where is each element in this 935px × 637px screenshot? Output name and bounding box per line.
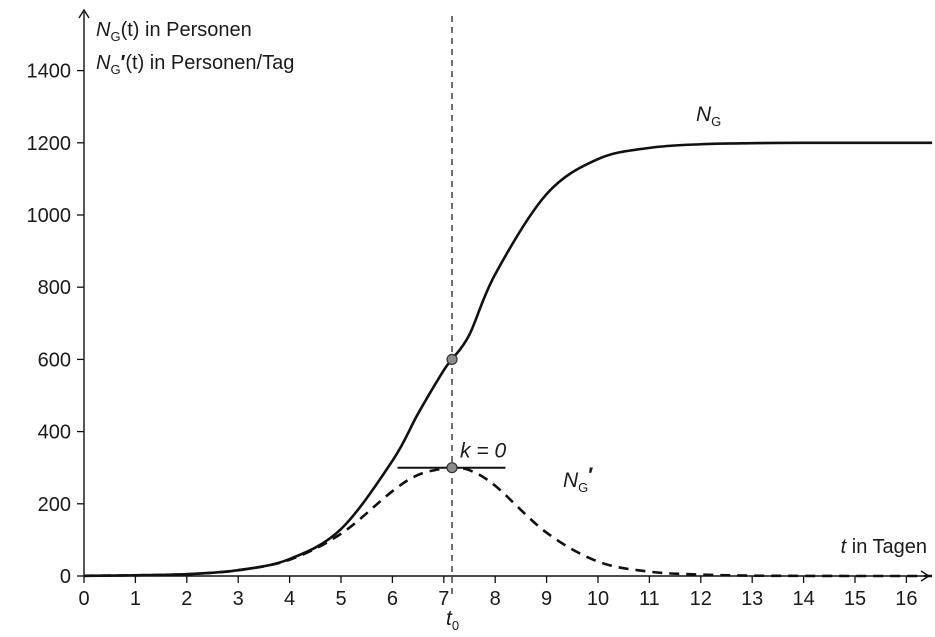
x-tick-label: 2 [181, 588, 192, 610]
x-title-rest: in Tagen [846, 536, 927, 558]
x-tick-label: 14 [792, 588, 814, 610]
y-tick-label: 200 [38, 494, 71, 516]
series-ng-label-sub: G [711, 114, 721, 129]
series-ng-prime-line [83, 466, 933, 578]
y-tick-label: 1200 [27, 133, 72, 155]
t0-label: t0 [446, 607, 459, 633]
x-tick-label: 12 [690, 588, 712, 610]
y-axis-arrow [78, 8, 90, 19]
x-tick-label: 16 [895, 588, 917, 610]
y-title-2-base: N [96, 52, 111, 74]
x-tick-label: 5 [335, 588, 346, 610]
x-tick-label: 4 [284, 588, 295, 610]
series-ngp-label-prime: ′ [588, 464, 593, 487]
series-ng-prime-label: NG′ [563, 464, 593, 495]
t0-label-sub: 0 [452, 618, 459, 633]
x-tick-label: 10 [587, 588, 609, 610]
y-axis-title-line-2: NG′(t) in Personen/Tag [96, 52, 294, 77]
x-axis-title: t in Tagen [841, 536, 927, 558]
series-ng-line [83, 141, 933, 578]
y-tick-label: 400 [38, 422, 71, 444]
series-ng-label-base: N [696, 103, 712, 126]
x-axis: 0 1 2 3 4 5 6 7 8 9 10 11 12 13 14 15 16 [78, 570, 931, 610]
x-tick-label: 11 [639, 588, 660, 610]
y-tick-label: 800 [38, 277, 71, 299]
y-tick-label: 0 [60, 566, 71, 588]
y-tick-label: 600 [38, 349, 71, 371]
series-ng-label: NG [696, 103, 721, 129]
x-tick-label: 7 [438, 588, 449, 610]
x-tick-label: 3 [233, 588, 244, 610]
y-tick-label: 1400 [27, 61, 72, 83]
tangent-label: k = 0 [460, 440, 506, 463]
y-title-1-rest: (t) in Personen [121, 19, 252, 41]
x-tick-label: 13 [741, 588, 763, 610]
y-title-2-rest: (t) in Personen/Tag [125, 52, 294, 74]
y-axis: 0 200 400 600 800 1000 1200 1400 [27, 8, 90, 588]
y-axis-title-line-1: NG(t) in Personen [96, 19, 252, 44]
y-title-2-prime: ′ [121, 52, 126, 74]
x-tick-label: 0 [78, 588, 89, 610]
t0-label-base: t [446, 607, 453, 630]
inflection-point [446, 353, 458, 365]
y-title-1-sub: G [110, 29, 120, 44]
x-tick-label: 9 [541, 588, 552, 610]
series-ngp-label-sub: G [578, 480, 588, 495]
y-tick-label: 1000 [27, 205, 72, 227]
x-tick-label: 8 [490, 588, 501, 610]
y-title-2-sub: G [110, 62, 120, 77]
x-title-var: t [841, 536, 848, 558]
x-tick-label: 15 [844, 588, 866, 610]
x-tick-label: 6 [387, 588, 398, 610]
x-tick-label: 1 [130, 588, 141, 610]
max-point [446, 462, 458, 474]
series-ngp-label-base: N [563, 469, 579, 492]
y-title-1-base: N [96, 19, 111, 41]
